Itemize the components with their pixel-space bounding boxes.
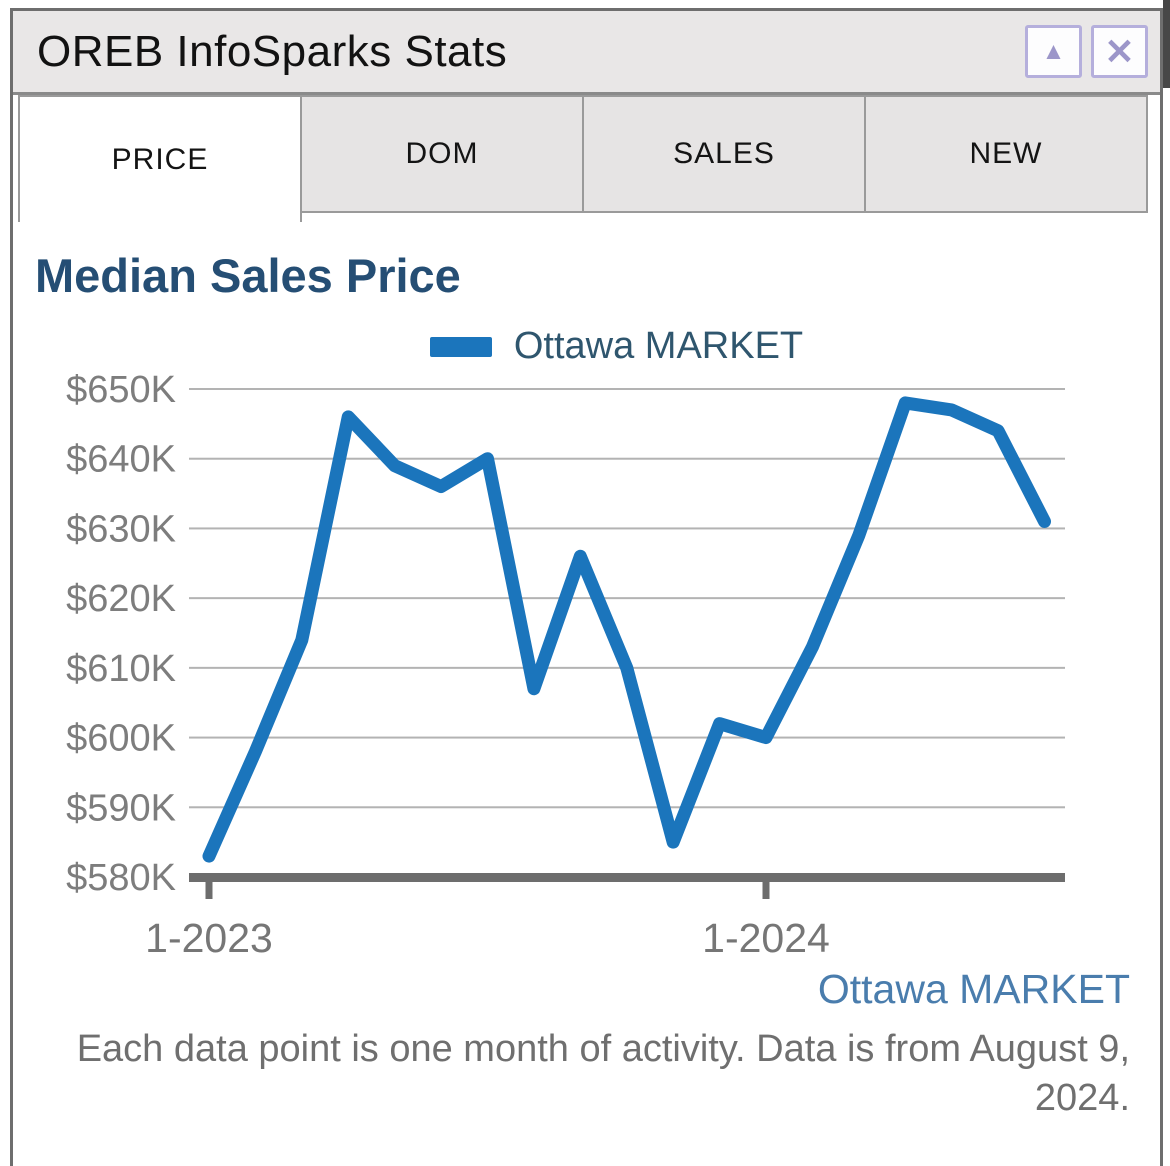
chart-footnote: Each data point is one month of activity… <box>76 1028 1130 1119</box>
svg-text:$620K: $620K <box>66 578 176 620</box>
svg-text:$630K: $630K <box>66 508 176 550</box>
close-icon: ✕ <box>1104 30 1135 72</box>
svg-text:$590K: $590K <box>66 787 176 829</box>
svg-text:$650K: $650K <box>66 374 176 411</box>
collapse-arrow-icon: ▲ <box>1041 37 1066 65</box>
minimize-button[interactable]: ▲ <box>1025 25 1082 78</box>
svg-text:$580K: $580K <box>66 857 176 899</box>
svg-text:1-2024: 1-2024 <box>702 915 830 961</box>
titlebar: OREB InfoSparks Stats ▲ ✕ <box>13 11 1160 95</box>
chart-title: Median Sales Price <box>35 249 461 302</box>
svg-text:$610K: $610K <box>66 648 176 690</box>
tab-price[interactable]: PRICE <box>18 95 302 222</box>
tab-new[interactable]: NEW <box>864 95 1148 213</box>
close-button[interactable]: ✕ <box>1091 25 1148 78</box>
tab-sales[interactable]: SALES <box>582 95 866 213</box>
legend-label: Ottawa MARKET <box>513 325 804 367</box>
svg-text:1-2023: 1-2023 <box>145 915 273 961</box>
chart-panel: Median Sales Price Ottawa MARKET $650K $6… <box>13 248 1160 1122</box>
infosparks-widget-window: OREB InfoSparks Stats ▲ ✕ PRICE DOM SALE… <box>10 8 1163 1166</box>
svg-text:$640K: $640K <box>66 439 176 481</box>
price-chart-svg: $650K $640K $630K $620K $610K $600K $590K $580K… <box>66 374 1065 961</box>
background-corner <box>1163 0 1170 88</box>
window-title: OREB InfoSparks Stats <box>37 26 508 76</box>
tab-bar: PRICE DOM SALES NEW <box>13 95 1160 222</box>
footer-market-label: Ottawa MARKET <box>817 966 1130 1012</box>
tab-dom[interactable]: DOM <box>300 95 584 213</box>
svg-text:$600K: $600K <box>66 718 176 760</box>
legend-line-swatch <box>429 336 492 357</box>
chart-legend: Ottawa MARKET <box>43 325 1170 368</box>
